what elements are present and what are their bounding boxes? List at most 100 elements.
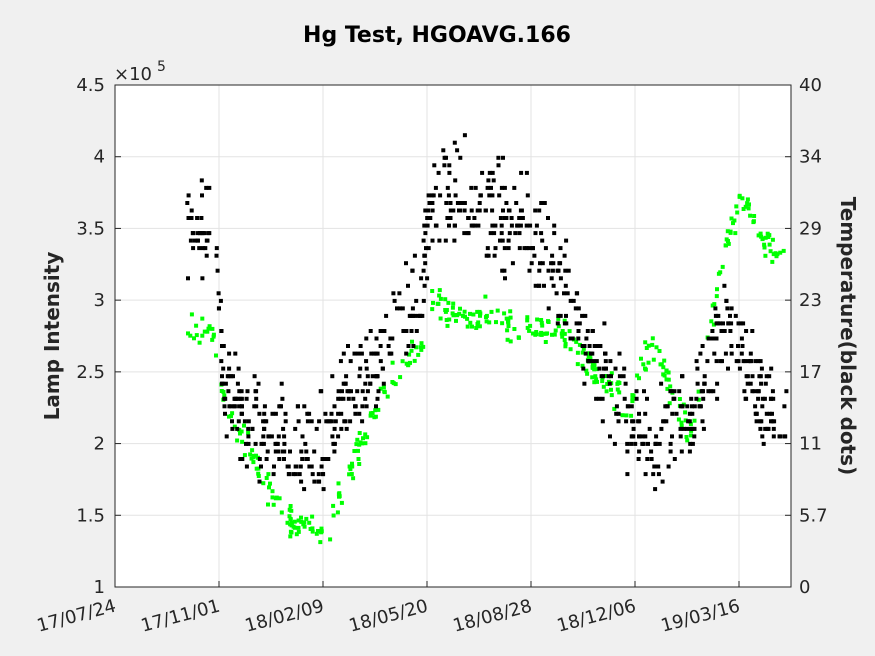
temperature-point: [459, 201, 464, 205]
intensity-point: [696, 389, 701, 394]
intensity-point: [629, 413, 634, 418]
temperature-point: [652, 464, 657, 469]
temperature-point: [640, 441, 645, 446]
temperature-point: [694, 396, 699, 401]
intensity-point: [631, 393, 636, 398]
temperature-point: [455, 201, 460, 205]
x-tick-label: 18/05/20: [347, 596, 431, 637]
temperature-point: [608, 434, 612, 439]
intensity-point: [400, 359, 405, 364]
temperature-point: [629, 404, 634, 409]
temperature-point: [423, 208, 428, 213]
intensity-point: [487, 320, 492, 325]
intensity-point: [285, 520, 290, 525]
intensity-point: [351, 476, 356, 481]
intensity-point: [650, 342, 655, 347]
intensity-point: [550, 332, 554, 337]
temperature-point: [447, 163, 452, 168]
temperature-point: [480, 170, 485, 175]
intensity-point: [604, 389, 609, 394]
intensity-point: [562, 331, 567, 336]
intensity-point: [271, 502, 276, 507]
y-axis-left: 1 1.5 2 2.5 3 3.5 4 4.5: [76, 75, 121, 598]
temperature-point: [443, 238, 448, 243]
intensity-point: [752, 214, 757, 218]
intensity-point: [763, 235, 768, 240]
temperature-point: [542, 283, 546, 288]
x-tick-label: 18/12/06: [555, 596, 639, 637]
temperature-point: [364, 359, 369, 364]
intensity-point: [302, 520, 307, 525]
temperature-point: [492, 253, 497, 258]
temperature-point: [265, 449, 270, 454]
temperature-point: [472, 216, 477, 220]
temperature-point: [529, 261, 534, 266]
temperature-point: [406, 283, 410, 288]
temperature-point: [736, 321, 741, 326]
intensity-point: [505, 328, 510, 333]
intensity-point: [762, 245, 767, 250]
intensity-point: [189, 312, 194, 317]
intensity-point: [560, 329, 565, 333]
intensity-point: [504, 316, 509, 321]
intensity-point: [450, 311, 455, 316]
temperature-point: [353, 411, 358, 416]
temperature-point: [485, 185, 490, 190]
intensity-point: [254, 466, 259, 471]
temperature-point: [672, 457, 677, 461]
x-tick-label: 17/11/01: [139, 596, 223, 637]
intensity-point: [585, 371, 590, 376]
temperature-point: [601, 374, 606, 379]
temperature-point: [365, 389, 370, 394]
intensity-point: [592, 380, 597, 385]
temperature-point: [754, 411, 759, 416]
temperature-point: [421, 268, 426, 273]
temperature-point: [240, 404, 244, 409]
temperature-point: [253, 389, 258, 394]
intensity-point: [310, 529, 315, 534]
intensity-point: [546, 320, 551, 324]
intensity-point: [588, 356, 593, 361]
temperature-point: [250, 426, 255, 431]
intensity-point: [277, 496, 282, 501]
temperature-point: [702, 381, 707, 386]
intensity-point: [266, 472, 271, 477]
intensity-point: [478, 313, 482, 318]
temperature-point: [299, 479, 304, 484]
temperature-point: [406, 344, 411, 348]
temperature-point: [726, 321, 731, 326]
temperature-point: [425, 276, 430, 281]
temperature-point: [517, 246, 522, 251]
intensity-point: [314, 531, 319, 536]
temperature-point: [764, 374, 769, 379]
temperature-point: [422, 283, 427, 288]
temperature-point: [653, 487, 658, 492]
temperature-point: [564, 321, 569, 326]
intensity-point: [421, 344, 426, 349]
temperature-point: [518, 223, 523, 228]
temperature-point: [692, 404, 697, 409]
temperature-point: [444, 201, 449, 205]
temperature-point: [554, 291, 559, 296]
temperature-point: [490, 223, 495, 228]
temperature-point: [761, 441, 766, 446]
temperature-point: [197, 246, 202, 251]
temperature-point: [259, 441, 264, 446]
temperature-point: [220, 344, 224, 348]
intensity-point: [574, 339, 579, 344]
temperature-point: [760, 434, 765, 439]
temperature-point: [336, 396, 341, 401]
intensity-point: [307, 520, 312, 525]
plot-area: [115, 85, 791, 587]
temperature-point: [713, 306, 718, 311]
temperature-point: [295, 404, 300, 409]
intensity-point: [447, 317, 452, 322]
temperature-point: [517, 216, 522, 220]
temperature-point: [612, 441, 617, 446]
temperature-point: [617, 374, 622, 379]
temperature-point: [235, 381, 240, 386]
intensity-point: [590, 362, 595, 367]
temperature-point: [763, 426, 768, 431]
temperature-point: [499, 231, 504, 236]
temperature-point: [614, 404, 619, 409]
